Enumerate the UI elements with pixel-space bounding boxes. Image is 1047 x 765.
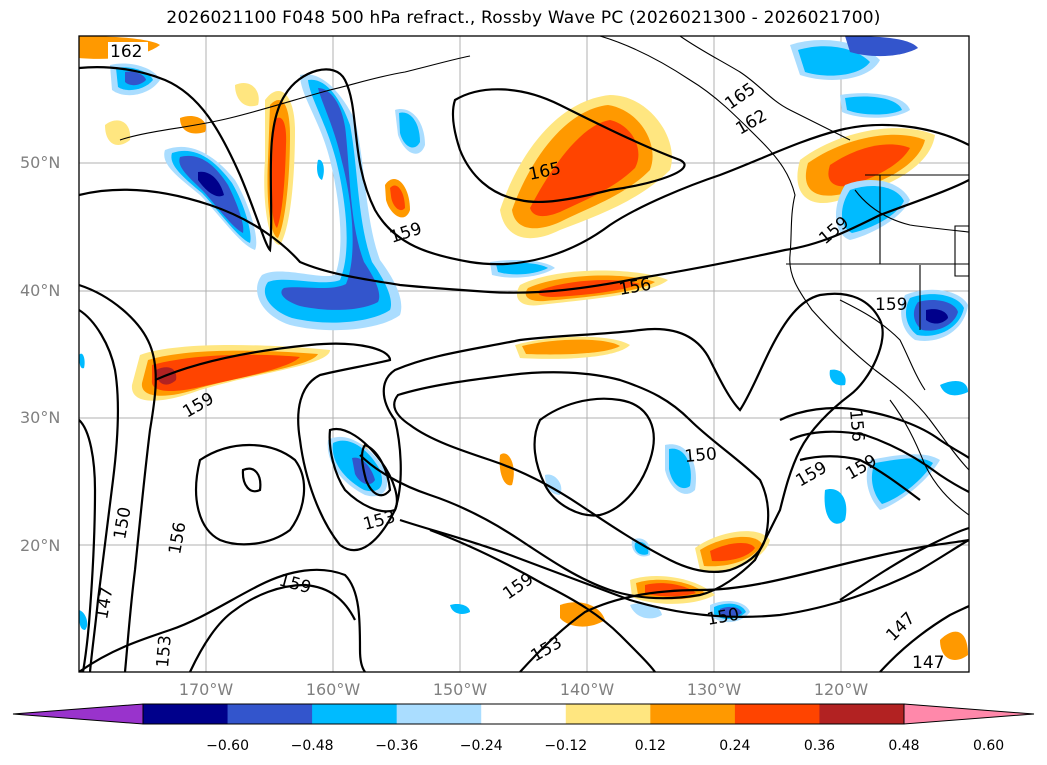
lon-label-150w: 150°W [432, 680, 488, 699]
colorbar-tick-label: −0.12 [544, 738, 588, 754]
colorbar-segment [143, 704, 229, 724]
contour-label: 156 [845, 409, 868, 443]
colorbar-segment [565, 704, 651, 724]
colorbar-tick-label: −0.48 [290, 738, 334, 754]
colorbar-segment [734, 704, 820, 724]
height-contours [79, 66, 969, 672]
colorbar-tick-label: 0.60 [972, 738, 1005, 754]
colorbar-tick-label: 0.48 [888, 738, 920, 754]
lat-label-20n: 20°N [20, 536, 61, 555]
colorbar-segment [819, 704, 905, 724]
contour-label: 153 [153, 634, 176, 668]
lon-label-170w: 170°W [178, 680, 234, 699]
map-frame [78, 35, 970, 673]
map-panel: 162 165 162 165 159 159 156 159 159 150 … [78, 35, 970, 673]
colorbar-extension-low [13, 704, 143, 724]
contour-label: 162 [110, 42, 142, 62]
colorbar-tick-label: 0.24 [719, 738, 751, 754]
colorbar [12, 703, 1035, 725]
colorbar-segment [312, 704, 398, 724]
chart-title: 2026021100 F048 500 hPa refract., Rossby… [166, 8, 881, 28]
lat-label-50n: 50°N [20, 153, 61, 172]
contour-label: 147 [912, 653, 944, 673]
coastlines [119, 36, 969, 516]
colorbar-segment [481, 704, 567, 724]
lon-label-140w: 140°W [559, 680, 615, 699]
lon-label-120w: 120°W [813, 680, 869, 699]
lon-label-130w: 130°W [686, 680, 742, 699]
lat-label-40n: 40°N [20, 281, 61, 300]
colorbar-extension-high [904, 704, 1034, 724]
negative-anomalies [79, 36, 968, 630]
contour-label: 150 [684, 444, 718, 467]
lon-label-160w: 160°W [305, 680, 361, 699]
colorbar-segment [396, 704, 482, 724]
lat-label-30n: 30°N [20, 408, 61, 427]
colorbar-tick-label: 0.12 [634, 738, 666, 754]
colorbar-tick-label: −0.60 [206, 738, 249, 754]
colorbar-segment [650, 704, 736, 724]
colorbar-tick-label: −0.24 [459, 738, 503, 754]
colorbar-tick-label: −0.36 [375, 738, 419, 754]
colorbar-segment [227, 704, 313, 724]
contour-label: 159 [875, 295, 907, 315]
colorbar-tick-label: 0.36 [803, 738, 836, 754]
